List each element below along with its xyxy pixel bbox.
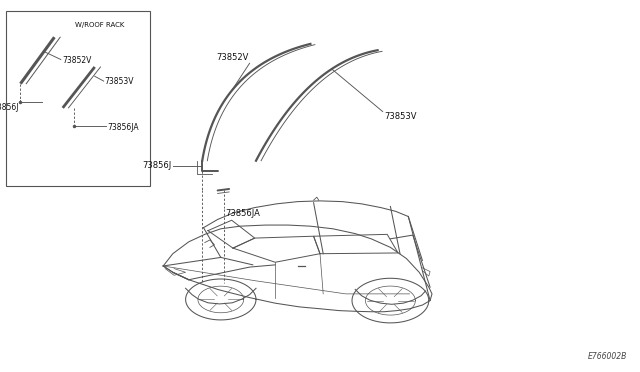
Text: 73856J: 73856J [142,161,172,170]
FancyBboxPatch shape [6,11,150,186]
Text: E766002B: E766002B [588,352,627,361]
Text: 73856JA: 73856JA [107,123,138,132]
Text: 73856JA: 73856JA [225,209,260,218]
Text: 73852V: 73852V [62,56,92,65]
Text: 73852V: 73852V [216,54,248,62]
Text: 73853V: 73853V [104,77,134,86]
Text: 73853V: 73853V [384,112,417,121]
Text: W/ROOF RACK: W/ROOF RACK [74,22,124,28]
Text: 73856J: 73856J [0,103,19,112]
